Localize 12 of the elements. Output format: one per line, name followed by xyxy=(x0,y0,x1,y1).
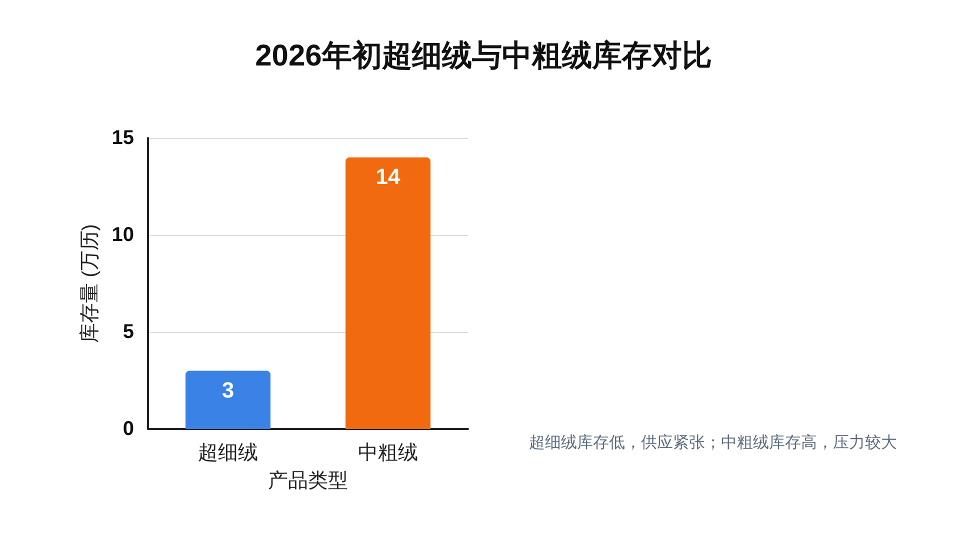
y-tick-label: 0 xyxy=(122,418,134,440)
y-tick-label: 15 xyxy=(112,127,134,149)
chart-title: 2026年初超细绒与中粗绒库存对比 xyxy=(255,38,712,72)
data-label: 14 xyxy=(376,164,401,189)
y-tick-label: 10 xyxy=(112,224,134,246)
y-tick-label: 5 xyxy=(122,321,134,343)
y-axis-title: 库存量 (万历) xyxy=(79,224,101,343)
text: 超细绒库存低，供应紧张；中粗绒库存高，压力较大 xyxy=(529,434,897,452)
x-tick-label: 超细绒 xyxy=(198,442,258,464)
x-tick-label: 中粗绒 xyxy=(358,442,418,464)
x-axis-title: 产品类型 xyxy=(268,470,348,492)
data-label: 3 xyxy=(222,377,234,402)
